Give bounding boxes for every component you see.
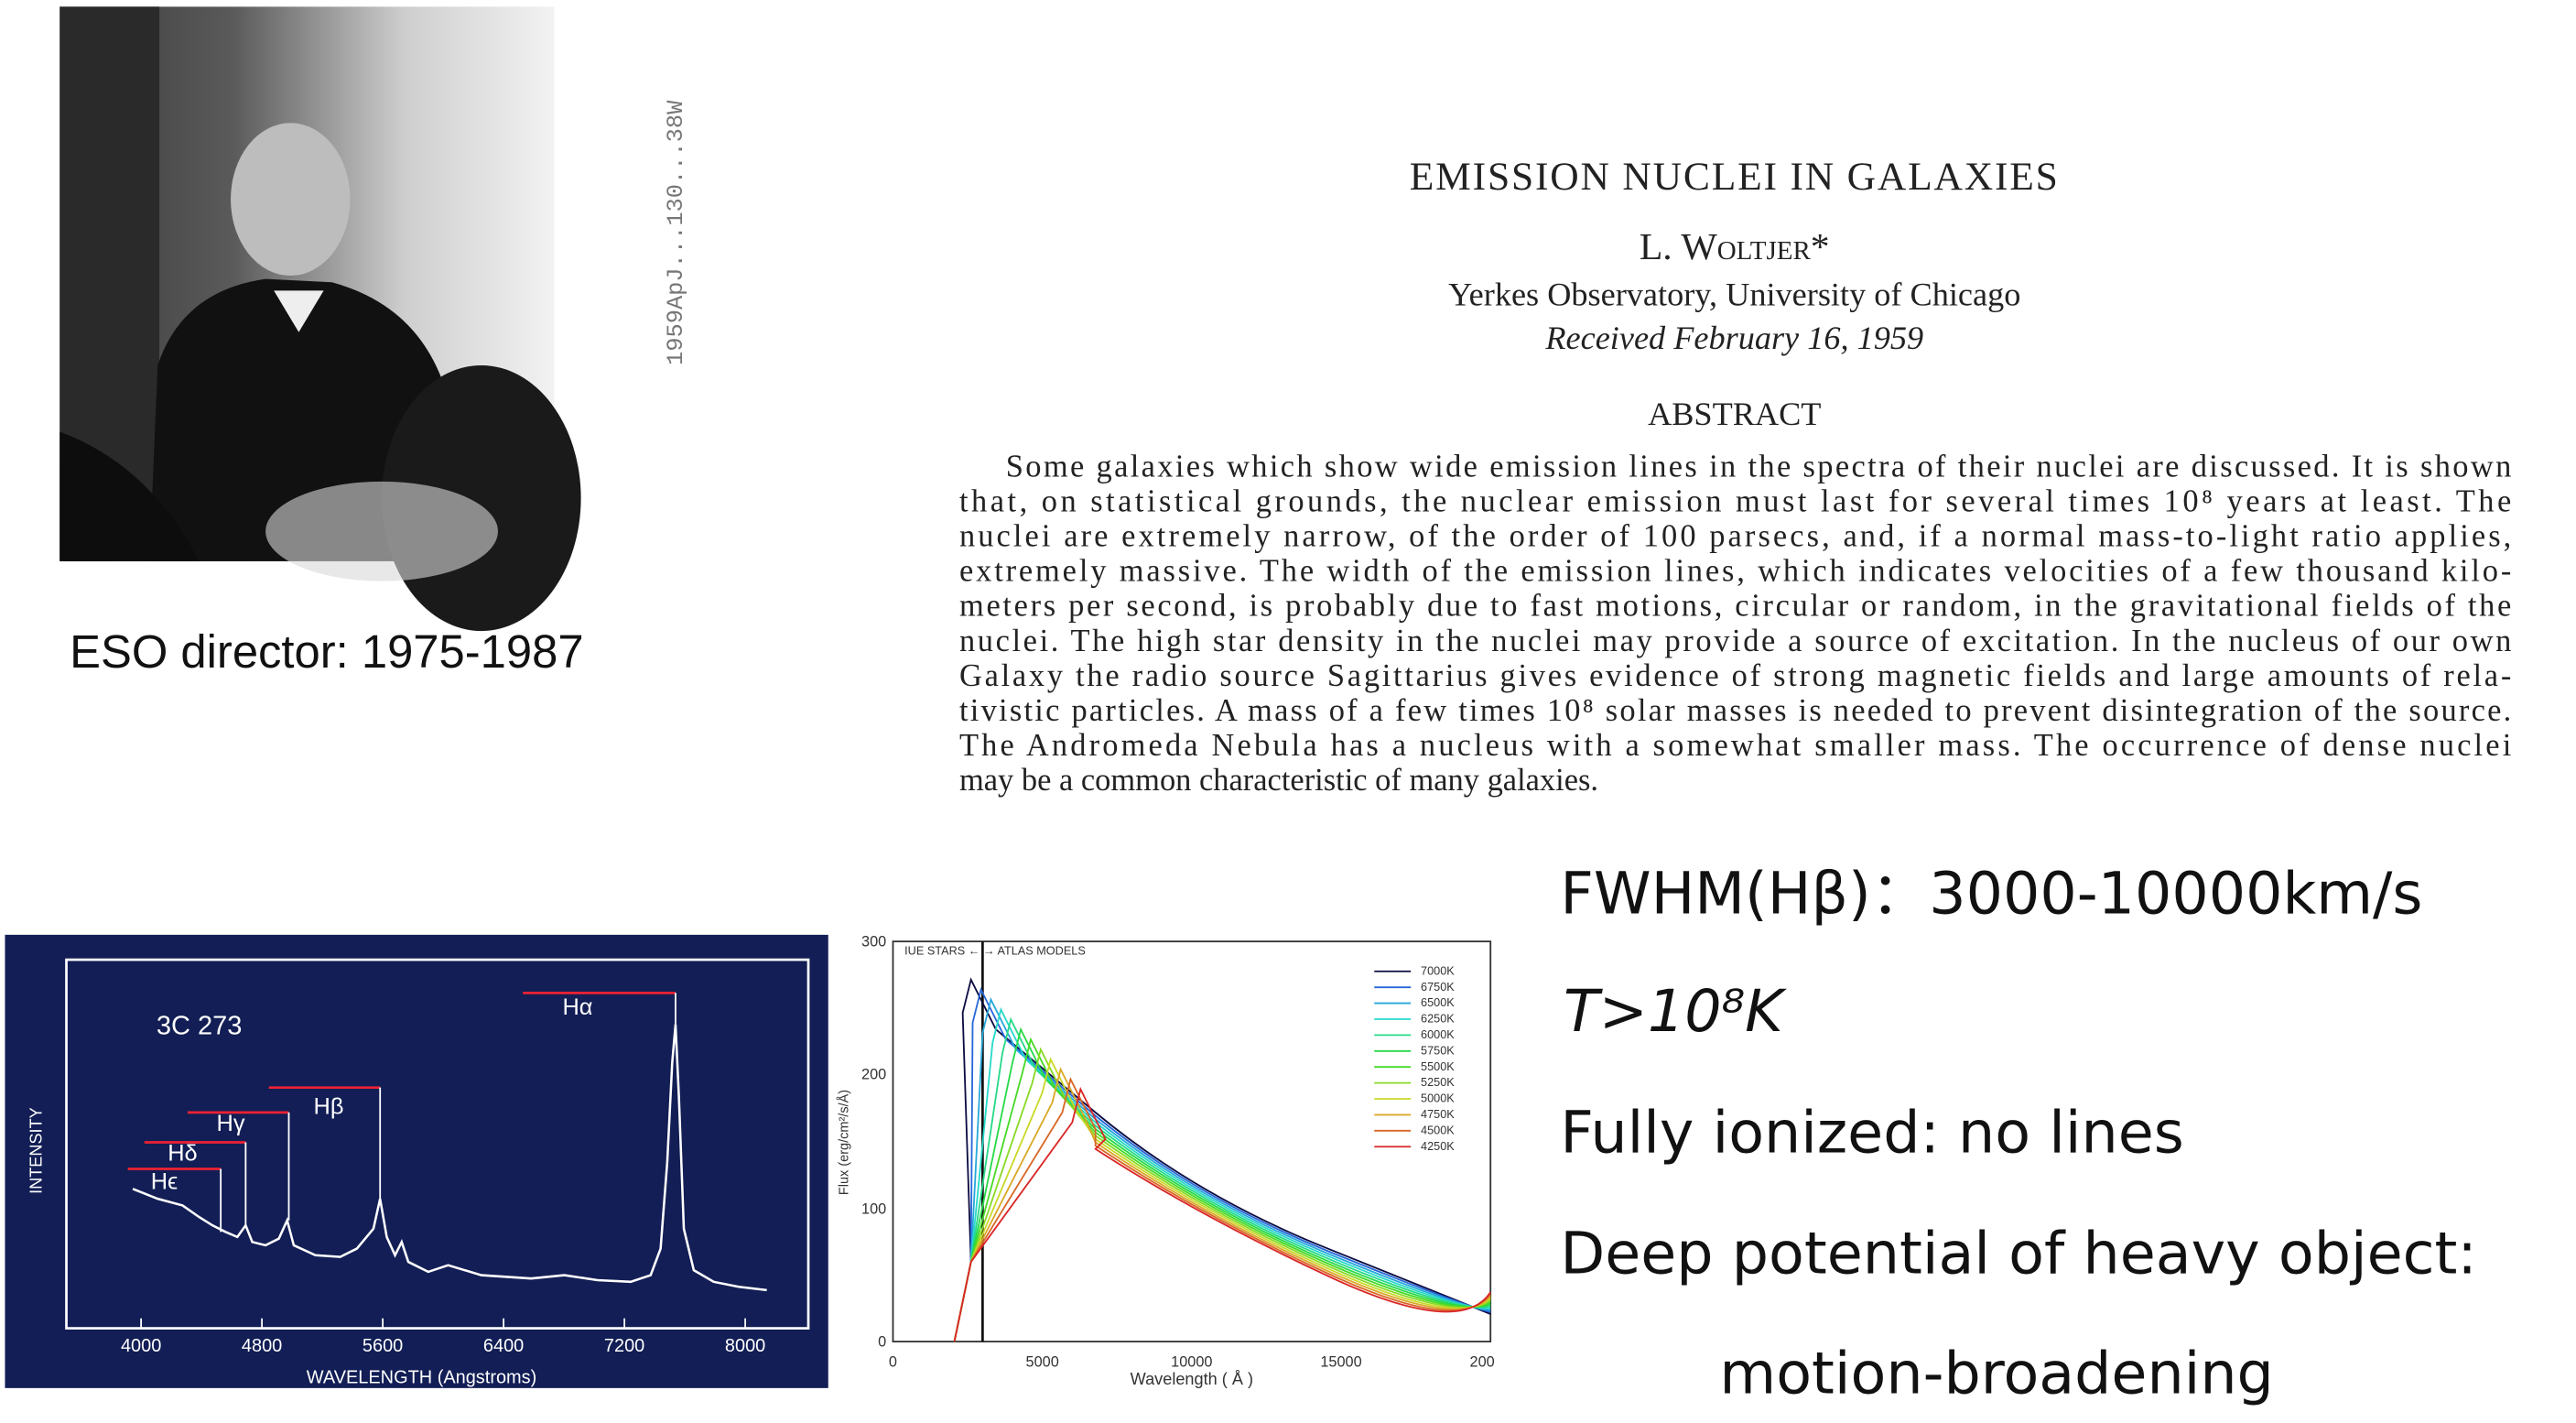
- legend-label: 6750K: [1421, 981, 1455, 994]
- legend-label: 4250K: [1421, 1140, 1455, 1153]
- line-label: Hα: [562, 994, 592, 1020]
- x-tick-label: 10000: [1171, 1353, 1212, 1370]
- paper-affiliation: Yerkes Observatory, University of Chicag…: [1448, 277, 2020, 313]
- y-tick-label: 200: [861, 1067, 886, 1083]
- x-tick-label: 6400: [483, 1336, 524, 1356]
- line-label: Hϵ: [151, 1168, 179, 1194]
- abstract-line: nuclei are extremely narrow, of the orde…: [959, 519, 2511, 554]
- legend-label: 6250K: [1421, 1013, 1455, 1026]
- x-axis-label: WAVELENGTH (Angstroms): [307, 1367, 536, 1387]
- spectrum-curve: [953, 1086, 1491, 1342]
- abstract-line: The Andromeda Nebula has a nucleus with …: [959, 728, 2511, 763]
- y-tick-label: 300: [861, 934, 886, 950]
- stellar-spectra: 0 5000 10000 15000 200 0 100 200 300 7000K 6750K 65…: [861, 934, 1495, 1371]
- spectrum-curve: [953, 996, 1491, 1342]
- x-tick-label: 8000: [725, 1336, 765, 1356]
- abstract-line: nuclei. The high star density in the nuc…: [959, 624, 2511, 658]
- abstract-line: may be a common characteristic of many g…: [959, 763, 1598, 798]
- line-label: Hβ: [314, 1094, 344, 1120]
- portrait-photo: [60, 6, 581, 632]
- legend-label: 7000K: [1421, 964, 1455, 977]
- spectrum-curve: [953, 1047, 1491, 1342]
- spectrum-curve: [953, 987, 1491, 1342]
- y-tick-label: 0: [878, 1334, 886, 1351]
- y-axis-label: INTENSITY: [27, 1107, 45, 1194]
- spectrum-curve: [953, 1067, 1491, 1342]
- x-tick-label: 4800: [242, 1336, 282, 1356]
- note: motion-broadening: [1719, 1339, 2273, 1407]
- spectrum-curve: [953, 1006, 1491, 1342]
- abstract-heading: ABSTRACT: [1648, 396, 1821, 432]
- legend-label: 5750K: [1421, 1044, 1455, 1057]
- note: Deep potential of heavy object:: [1560, 1220, 2476, 1287]
- x-tick-label: 5600: [363, 1336, 403, 1356]
- legend-label: 6500K: [1421, 996, 1455, 1009]
- legend-label: 4750K: [1421, 1108, 1455, 1121]
- line-label: Hδ: [168, 1140, 197, 1166]
- x-axis-label: Wavelength ( Å ): [1131, 1370, 1253, 1388]
- x-tick-label: 15000: [1320, 1353, 1361, 1370]
- paper-title: EMISSION NUCLEI IN GALAXIES: [1410, 155, 2060, 199]
- x-tick-label: 5000: [1026, 1353, 1059, 1370]
- x-tick-label: 200: [1470, 1353, 1495, 1370]
- legend-label: 6000K: [1421, 1028, 1455, 1041]
- abstract-line: that, on statistical grounds, the nuclea…: [959, 484, 2511, 519]
- photo-caption: ESO director: 1975-1987: [70, 625, 583, 678]
- y-axis-label: Flux (erg/cm²/s/Å): [837, 1090, 852, 1195]
- legend-label: 5250K: [1421, 1076, 1455, 1089]
- legend-label: 4500K: [1421, 1124, 1455, 1136]
- note: Fully ionized: no lines: [1560, 1098, 2183, 1166]
- spectrum-curve: [953, 1077, 1491, 1342]
- x-tick-label: 7200: [604, 1336, 644, 1356]
- spectrum-curve: [953, 1057, 1491, 1342]
- spectrum-curve: [953, 1016, 1491, 1342]
- spectrum-label: 3C 273: [157, 1012, 243, 1041]
- abstract-line: Galaxy the radio source Sagittarius give…: [959, 658, 2511, 693]
- y-tick-label: 100: [861, 1200, 886, 1217]
- note: FWHM(Hβ)：3000-10000km/s: [1560, 859, 2422, 927]
- line-label: Hγ: [217, 1111, 245, 1136]
- note: T>10⁸K: [1564, 977, 1787, 1045]
- abstract: Some galaxies which show wide emission l…: [959, 449, 2511, 798]
- legend-label: 5000K: [1421, 1092, 1455, 1105]
- abstract-line: Some galaxies which show wide emission l…: [1006, 449, 2512, 483]
- legend-label: 5500K: [1421, 1060, 1455, 1073]
- paper-author: L. Woltjer*: [1640, 226, 1830, 268]
- annotation: IUE STARS ← → ATLAS MODELS: [904, 945, 1086, 958]
- x-tick-label: 0: [889, 1353, 897, 1370]
- abstract-line: extremely massive. The width of the emis…: [959, 554, 2511, 589]
- x-tick-label: 4000: [121, 1336, 161, 1356]
- paper-received: Received February 16, 1959: [1544, 320, 1923, 356]
- abstract-line: meters per second, is probably due to fa…: [959, 589, 2511, 624]
- abstract-line: tivistic particles. A mass of a few time…: [959, 693, 2511, 728]
- margin-stamp: 1959ApJ...130...38W: [663, 100, 689, 365]
- spectrum-curve: [953, 977, 1491, 1342]
